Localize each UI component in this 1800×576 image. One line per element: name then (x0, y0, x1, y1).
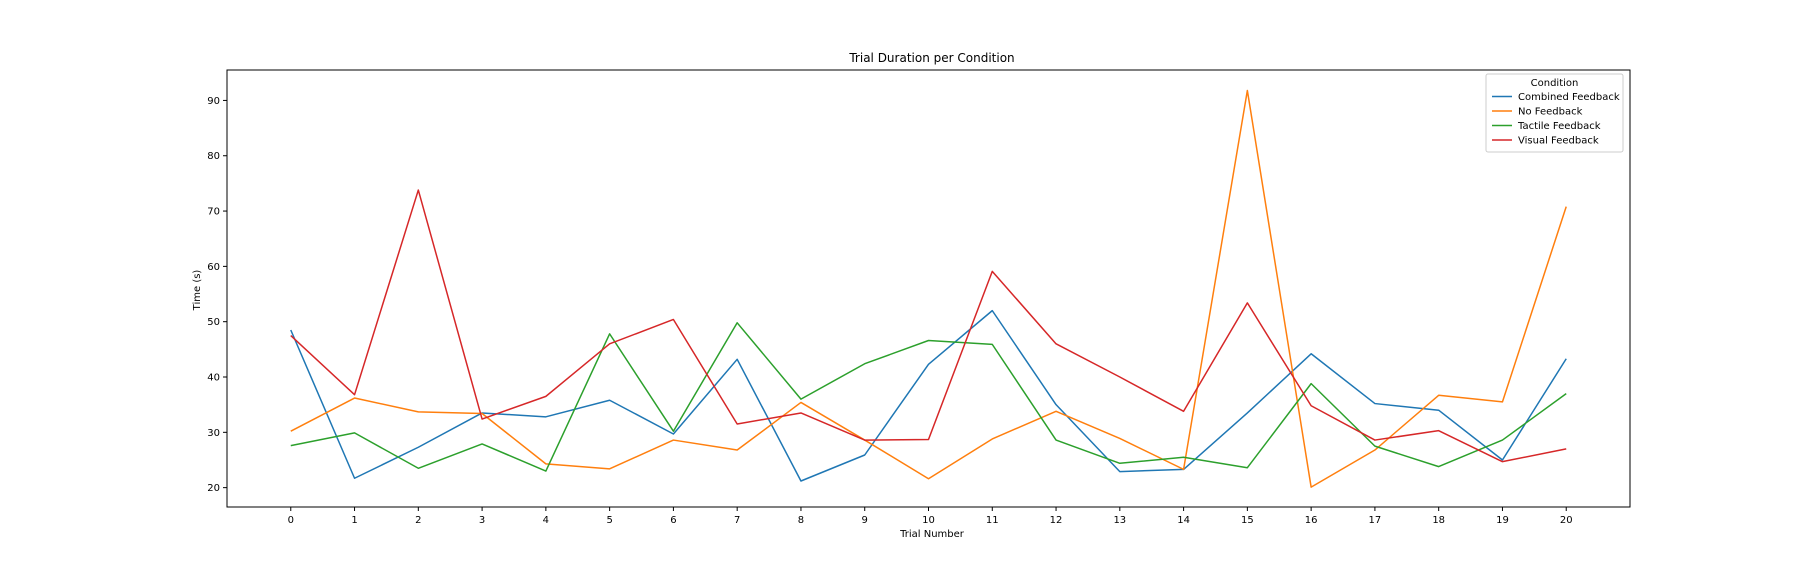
series-line-visual-feedback (290, 189, 1567, 463)
x-tick-label: 19 (1496, 515, 1509, 526)
x-tick-label: 11 (986, 515, 999, 526)
x-tick-label: 4 (543, 515, 549, 526)
series-layer (290, 89, 1567, 488)
x-tick-label: 17 (1369, 515, 1382, 526)
legend-box (1485, 73, 1624, 153)
series-line-tactile-feedback (290, 322, 1567, 472)
x-axis: 0 1 2 3 4 5 6 7 8 9 10 11 12 13 14 15 16 17 18 19 20 (288, 507, 1573, 526)
y-tick-label: 20 (207, 483, 220, 494)
legend-title: Condition (1531, 78, 1579, 89)
y-axis-label: Time (s) (192, 270, 203, 312)
legend-entry: Combined Feedback (1518, 92, 1620, 103)
x-tick-label: 6 (670, 515, 676, 526)
y-tick-label: 30 (207, 428, 220, 439)
y-tick-label: 70 (207, 207, 220, 218)
x-axis-label: Trial Number (899, 529, 965, 540)
x-tick-label: 7 (734, 515, 740, 526)
x-tick-label: 0 (288, 515, 294, 526)
chart-title: Trial Duration per Condition (848, 51, 1014, 65)
x-tick-label: 10 (922, 515, 935, 526)
series-line-combined-feedback (290, 309, 1567, 482)
y-tick-label: 90 (207, 96, 220, 107)
x-tick-label: 1 (351, 515, 357, 526)
series-line-no-feedback (290, 89, 1567, 488)
x-tick-label: 3 (479, 515, 485, 526)
y-tick-label: 60 (207, 262, 220, 273)
legend-entry: Visual Feedback (1518, 136, 1599, 147)
x-tick-label: 13 (1113, 515, 1126, 526)
y-tick-label: 50 (207, 317, 220, 328)
x-tick-label: 18 (1432, 515, 1445, 526)
x-tick-label: 5 (606, 515, 612, 526)
x-tick-label: 2 (415, 515, 421, 526)
x-tick-label: 12 (1050, 515, 1063, 526)
axes-frame (226, 69, 1631, 508)
y-tick-label: 40 (207, 373, 220, 384)
y-axis: 20 30 40 50 60 70 80 90 (207, 96, 227, 494)
x-tick-label: 14 (1177, 515, 1190, 526)
x-tick-label: 16 (1305, 515, 1318, 526)
x-tick-label: 8 (798, 515, 804, 526)
y-tick-label: 80 (207, 151, 220, 162)
legend-entry: No Feedback (1518, 107, 1583, 118)
x-tick-label: 15 (1241, 515, 1254, 526)
legend-entry: Tactile Feedback (1517, 121, 1601, 132)
x-tick-label: 9 (862, 515, 868, 526)
legend: Condition Combined Feedback No Feedback Tac… (1485, 73, 1624, 153)
x-tick-label: 20 (1560, 515, 1573, 526)
